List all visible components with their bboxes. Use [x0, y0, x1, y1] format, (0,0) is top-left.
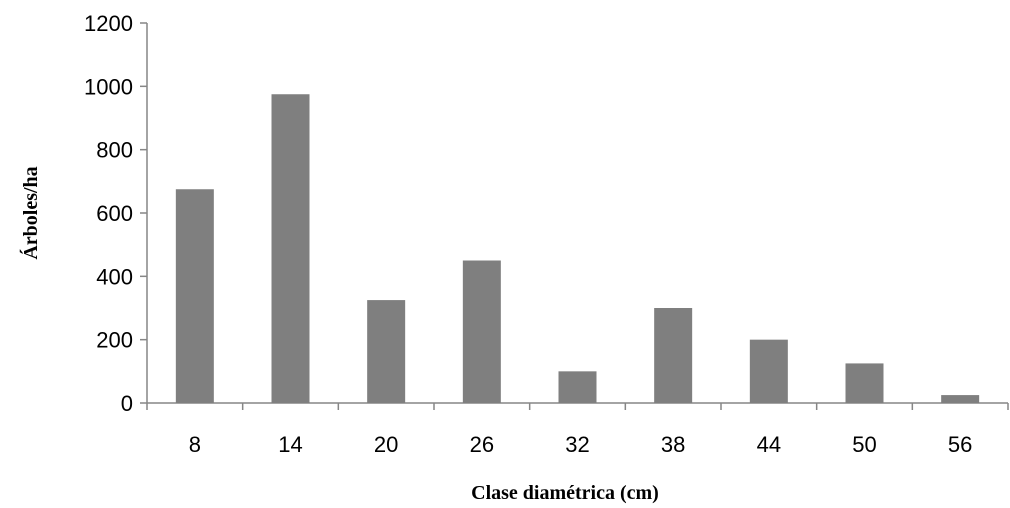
- x-tick-label: 26: [470, 432, 494, 457]
- bar-14: [271, 94, 310, 403]
- y-tick-label: 800: [96, 138, 133, 163]
- bars: [175, 94, 980, 403]
- bar-50: [845, 363, 884, 403]
- x-tick-label: 20: [374, 432, 398, 457]
- y-tick-label: 1000: [84, 74, 133, 99]
- x-tick-label: 32: [565, 432, 589, 457]
- x-tick-label: 56: [948, 432, 972, 457]
- y-tick-label: 600: [96, 201, 133, 226]
- x-tick-label: 44: [757, 432, 781, 457]
- y-tick-label: 200: [96, 328, 133, 353]
- bar-20: [367, 300, 406, 403]
- x-axis: 8 14 20 26 32 38 44 50 56: [146, 402, 1009, 457]
- bar-8: [175, 189, 214, 403]
- bar-32: [558, 371, 597, 403]
- y-tick-label: 400: [96, 264, 133, 289]
- y-axis: 0 200 400 600 800 1000 1200: [84, 11, 148, 416]
- y-tick-label: 1200: [84, 11, 133, 36]
- x-tick-label: 50: [852, 432, 876, 457]
- x-tick-label: 8: [189, 432, 201, 457]
- x-axis-title: Clase diamétrica (cm): [471, 482, 659, 504]
- bar-44: [749, 339, 788, 403]
- x-tick-label: 14: [278, 432, 302, 457]
- bar-38: [654, 308, 693, 403]
- bar-56: [941, 395, 980, 403]
- y-axis-title: Árboles/ha: [19, 166, 42, 259]
- bar-26: [462, 260, 501, 403]
- x-tick-label: 38: [661, 432, 685, 457]
- y-tick-label: 0: [121, 391, 133, 416]
